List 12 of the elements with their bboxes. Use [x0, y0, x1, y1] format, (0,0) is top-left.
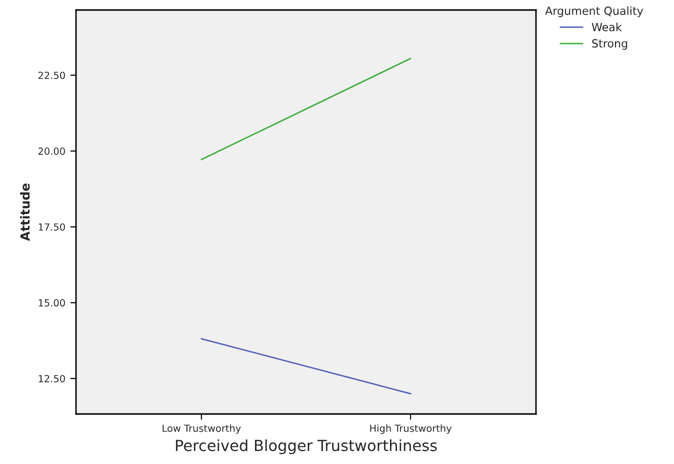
y-tick-label: 22.50 [38, 72, 65, 80]
y-tick-label: 12.50 [38, 374, 65, 382]
legend-label: Weak [592, 22, 622, 32]
legend-title: Argument Quality [545, 6, 644, 18]
legend-label: Strong [592, 39, 628, 50]
x-tick-label: High Trustworthy [370, 424, 452, 434]
y-axis-title: Attitude [20, 184, 30, 242]
x-axis-title: Perceived Blogger Trustworthiness [176, 439, 437, 454]
y-tick-label: 20.00 [38, 148, 65, 155]
x-tick-label: Low Trustworthy [162, 424, 241, 434]
y-tick-label: 15.00 [38, 299, 65, 307]
y-tick-label: 17.50 [38, 223, 65, 231]
